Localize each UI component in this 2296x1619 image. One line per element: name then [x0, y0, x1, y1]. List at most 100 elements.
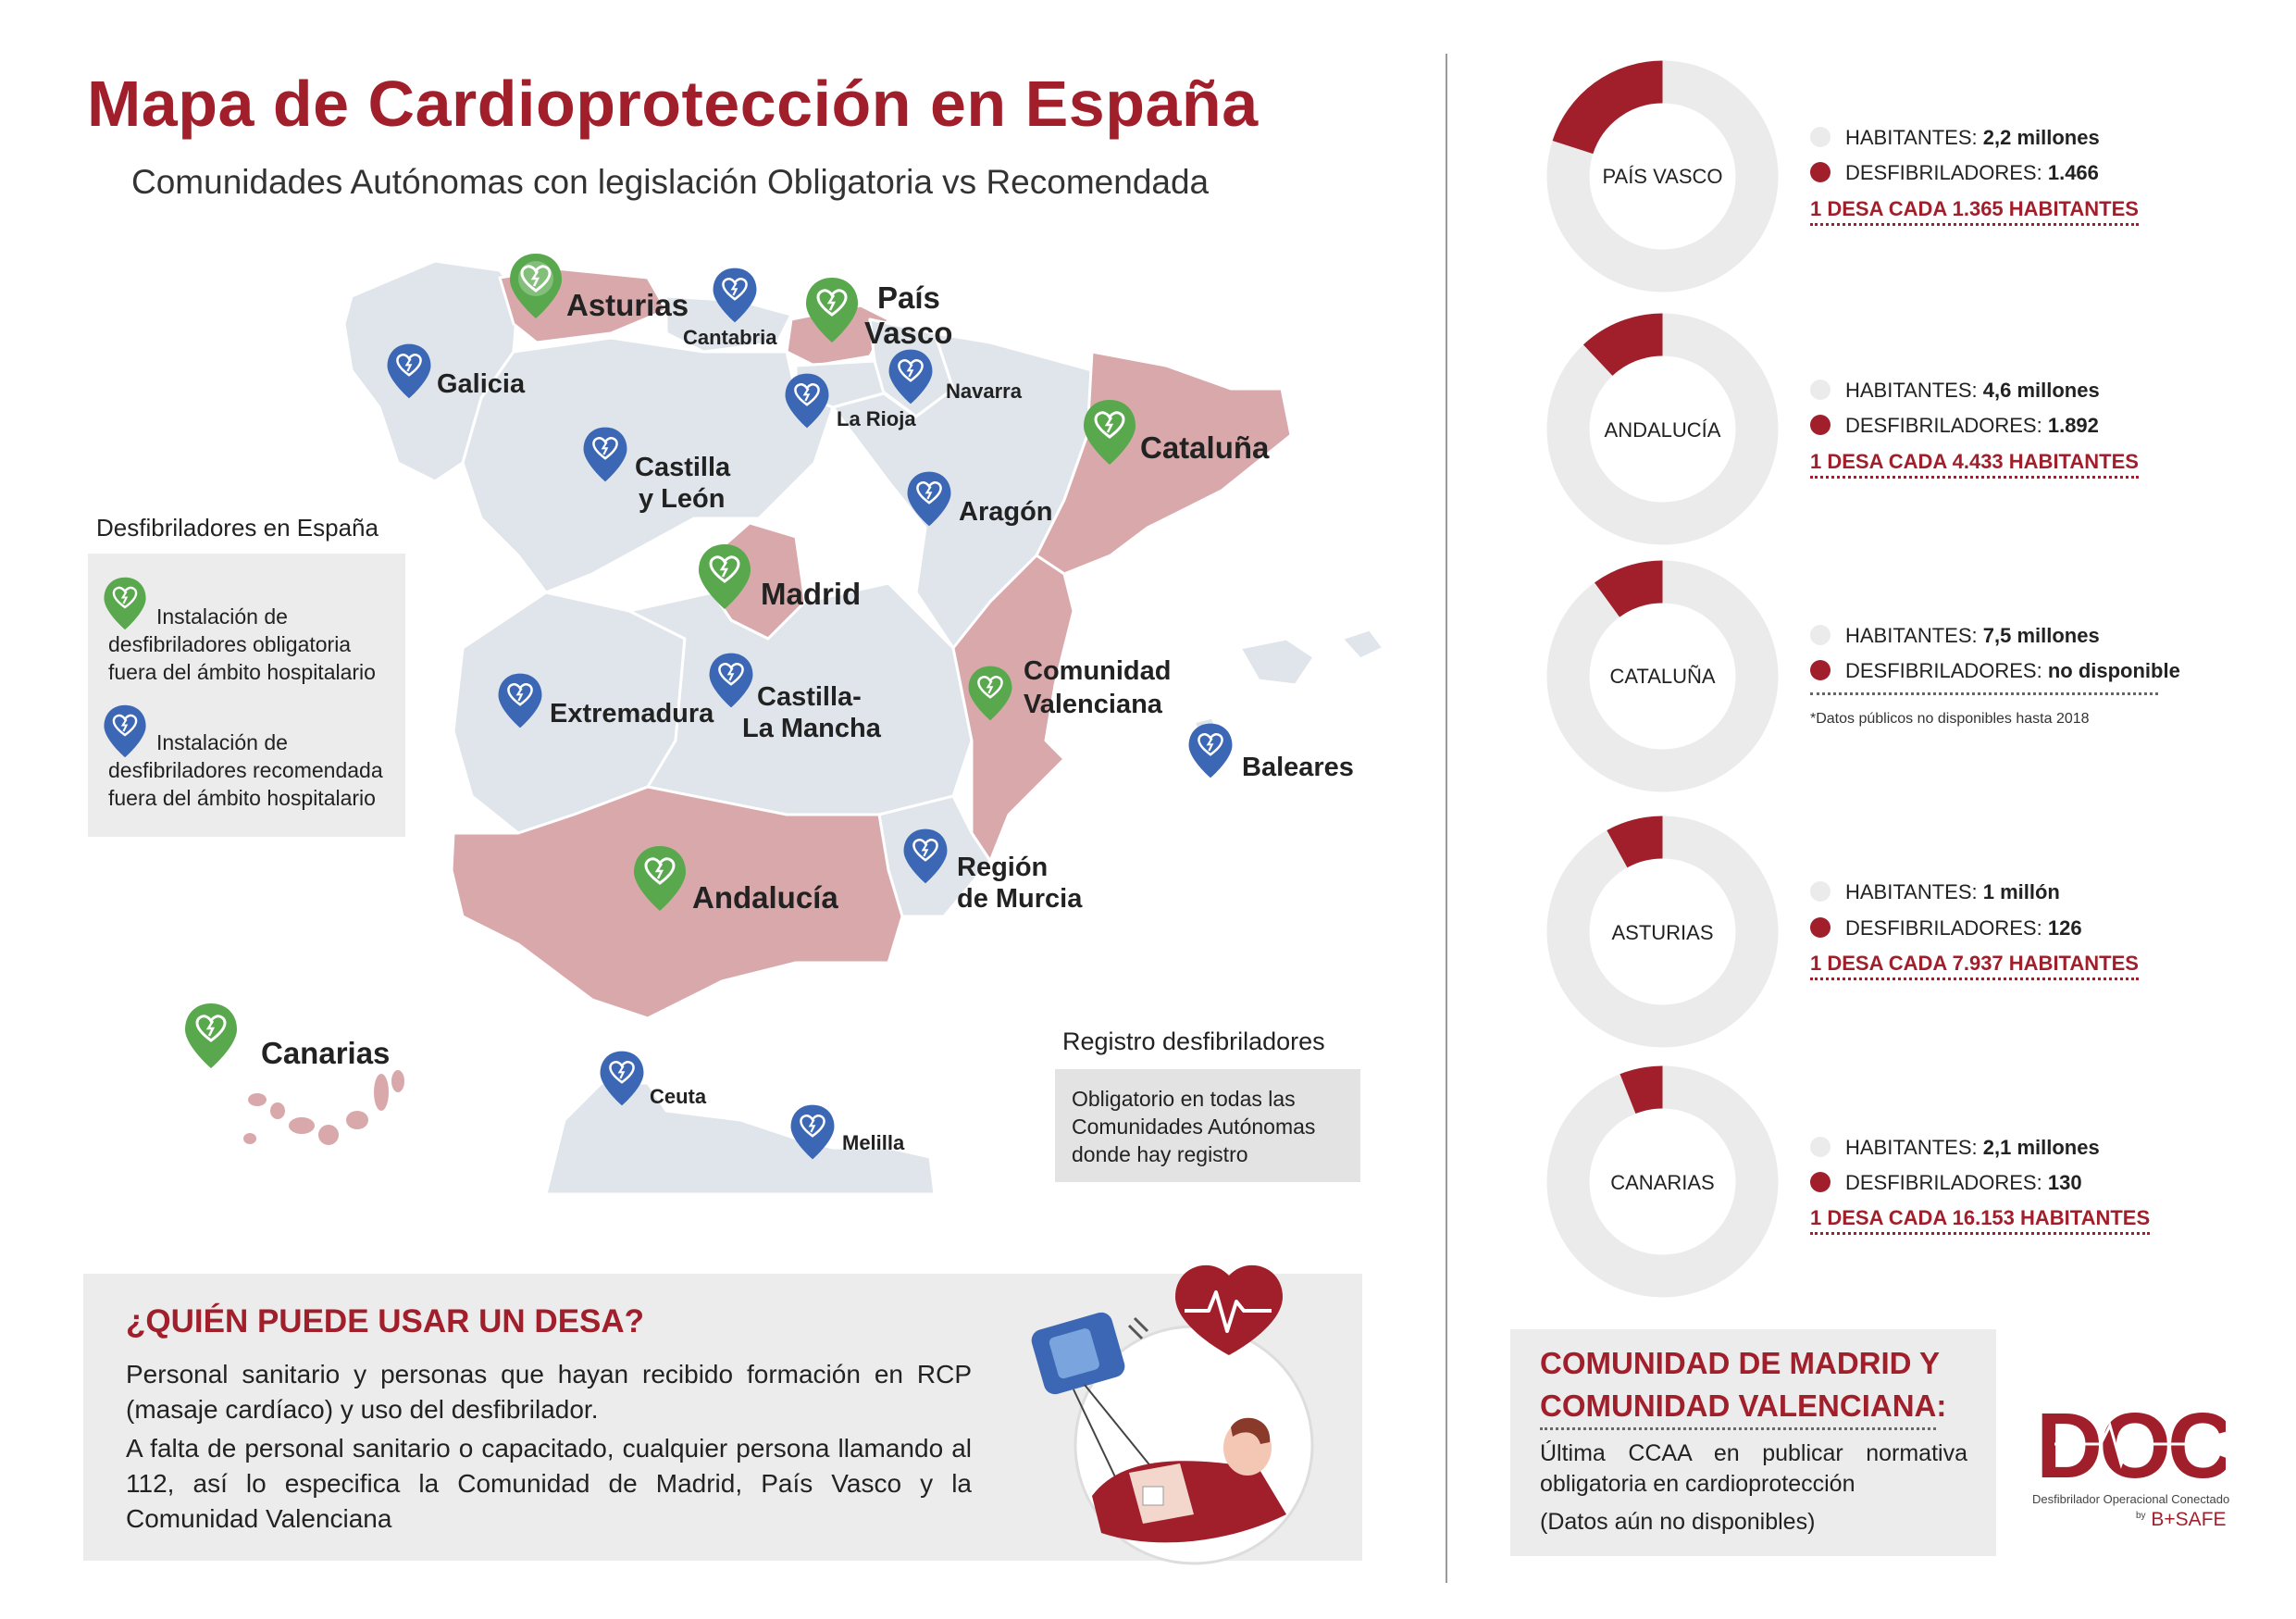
logo-by: by — [2136, 1511, 2146, 1521]
legend-dot-desfibriladores — [1810, 415, 1831, 435]
label-castilla-mancha-2: La Mancha — [742, 714, 881, 743]
green-defibrillator-pin-icon[interactable] — [631, 844, 689, 913]
label-la-rioja: La Rioja — [837, 407, 916, 430]
stat-desfibriladores-value: 1.892 — [2047, 414, 2099, 437]
green-defibrillator-pin-icon[interactable] — [803, 276, 861, 344]
blue-defibrillator-pin-icon[interactable] — [905, 470, 953, 528]
stat-desfibriladores-label: DESFIBRILADORES: — [1845, 659, 2042, 682]
registro-box — [1055, 1069, 1360, 1182]
label-castilla-leon-2: y León — [639, 484, 726, 514]
blue-defibrillator-pin-icon[interactable] — [887, 348, 935, 405]
page-title: Mapa de Cardioprotección en España — [87, 68, 1259, 140]
donut-chart-pais-vasco — [1546, 60, 1779, 293]
region-africa-coast — [544, 1081, 937, 1196]
blue-defibrillator-pin-icon[interactable] — [711, 267, 759, 324]
madrid-valenciana-title-line-2: COMUNIDAD VALENCIANA: — [1540, 1388, 1947, 1423]
stat-ratio: 1 DESA CADA 7.937 HABITANTES — [1810, 952, 2139, 980]
blue-defibrillator-pin-icon[interactable] — [598, 1050, 646, 1107]
label-canarias: Canarias — [261, 1036, 391, 1070]
region-castilla-mancha — [627, 581, 974, 816]
stat-desfibriladores-label: DESFIBRILADORES: — [1845, 161, 2042, 184]
page-subtitle: Comunidades Autónomas con legislación Ob… — [131, 163, 1210, 201]
donut-label-canarias: CANARIAS — [1610, 1171, 1715, 1194]
stat-habitantes: HABITANTES: 7,5 millones — [1845, 624, 2100, 648]
logo-tagline: Desfibrilador Operacional Conectado — [2032, 1492, 2230, 1506]
label-castilla-mancha-1: Castilla- — [757, 682, 862, 712]
stat-desfibriladores-label: DESFIBRILADORES: — [1845, 916, 2042, 940]
green-defibrillator-pin-icon[interactable] — [507, 252, 565, 320]
stat-habitantes-label: HABITANTES: — [1845, 880, 1978, 903]
green-defibrillator-pin-icon[interactable] — [966, 665, 1014, 722]
donut-label-andalucia: ANDALUCÍA — [1604, 418, 1721, 442]
legend-dot-desfibriladores — [1810, 1172, 1831, 1192]
stat-habitantes-value: 4,6 millones — [1982, 379, 2100, 402]
label-aragon: Aragón — [959, 497, 1053, 527]
stat-habitantes: HABITANTES: 4,6 millones — [1845, 379, 2100, 403]
legend-dot-desfibriladores — [1810, 660, 1831, 680]
stat-desfibriladores: DESFIBRILADORES: no disponible — [1845, 659, 2180, 683]
label-murcia-1: Región — [957, 853, 1049, 882]
blue-defibrillator-pin-icon[interactable] — [783, 372, 831, 430]
legend-dot-desfibriladores — [1810, 917, 1831, 938]
label-cantabria: Cantabria — [683, 326, 777, 349]
blue-defibrillator-pin-icon[interactable] — [385, 342, 433, 400]
cpr-defibrillator-illustration — [1031, 1264, 1314, 1565]
logo-brand: by B+SAFE — [2136, 1509, 2227, 1531]
green-defibrillator-pin-icon — [104, 577, 146, 630]
who-paragraph-2: A falta de personal sanitario o capacita… — [126, 1434, 972, 1533]
legend-box: Instalación de desfibriladores obligator… — [88, 554, 405, 837]
legend-dot-desfibriladores — [1810, 162, 1831, 182]
stat-habitantes-value: 7,5 millones — [1982, 624, 2100, 647]
stat-habitantes-value: 2,2 millones — [1982, 126, 2100, 149]
label-ceuta: Ceuta — [650, 1085, 707, 1108]
green-defibrillator-pin-icon[interactable] — [182, 1002, 240, 1070]
legend-title: Desfibriladores en España — [96, 514, 379, 542]
stat-ratio: 1 DESA CADA 4.433 HABITANTES — [1810, 450, 2139, 479]
label-murcia-2: de Murcia — [957, 884, 1083, 914]
label-cataluna: Cataluña — [1140, 430, 1270, 465]
green-defibrillator-pin-icon[interactable] — [1081, 398, 1138, 467]
stat-desfibriladores-label: DESFIBRILADORES: — [1845, 414, 2042, 437]
stat-habitantes-value: 1 millón — [1982, 880, 2060, 903]
donut-label-asturias: ASTURIAS — [1611, 921, 1714, 944]
stat-desfibriladores: DESFIBRILADORES: 1.892 — [1845, 414, 2099, 438]
region-baleares — [1238, 637, 1316, 687]
blue-defibrillator-pin-icon — [104, 704, 146, 758]
donut-label-pais-vasco: PAÍS VASCO — [1602, 165, 1723, 188]
stat-desfibriladores-value: 126 — [2047, 916, 2082, 940]
stat-desfibriladores: DESFIBRILADORES: 1.466 — [1845, 161, 2099, 185]
blue-defibrillator-pin-icon[interactable] — [788, 1103, 837, 1161]
logo-brand-name: B+SAFE — [2151, 1509, 2227, 1530]
donut-chart-andalucia — [1546, 313, 1779, 545]
label-valenciana-2: Valenciana — [1024, 690, 1162, 719]
green-defibrillator-pin-icon[interactable] — [696, 542, 753, 611]
region-canarias — [243, 1070, 404, 1145]
madrid-valenciana-divider — [1540, 1427, 1936, 1430]
stat-desfibriladores: DESFIBRILADORES: 130 — [1845, 1171, 2082, 1195]
legend-dot-habitantes — [1810, 380, 1831, 400]
vertical-divider — [1446, 54, 1447, 1583]
stat-habitantes-label: HABITANTES: — [1845, 126, 1978, 149]
madrid-valenciana-title: COMUNIDAD DE MADRID Y COMUNIDAD VALENCIA… — [1540, 1342, 1946, 1426]
label-pais-vasco-1: País — [877, 280, 940, 315]
madrid-valenciana-title-line-1: COMUNIDAD DE MADRID Y — [1540, 1346, 1941, 1380]
stat-habitantes-value: 2,1 millones — [1982, 1136, 2100, 1159]
blue-defibrillator-pin-icon[interactable] — [707, 652, 755, 709]
blue-defibrillator-pin-icon[interactable] — [496, 672, 544, 729]
blue-defibrillator-pin-icon[interactable] — [901, 828, 949, 885]
madrid-valenciana-text: Última CCAA en publicar normativa obliga… — [1540, 1440, 1967, 1497]
doc-logo: DOC — [2036, 1398, 2226, 1490]
label-galicia: Galicia — [437, 369, 526, 399]
stat-desfibriladores-label: DESFIBRILADORES: — [1845, 1171, 2042, 1194]
blue-defibrillator-pin-icon[interactable] — [581, 426, 629, 483]
legend-dot-habitantes — [1810, 127, 1831, 147]
blue-defibrillator-pin-icon[interactable] — [1186, 722, 1235, 779]
donut-chart-asturias — [1546, 816, 1779, 1048]
legend-dot-habitantes — [1810, 881, 1831, 902]
donut-chart-cataluna — [1546, 560, 1779, 792]
stat-desfibriladores-value: 130 — [2047, 1171, 2082, 1194]
legend-recommended-text: Instalación de desfibriladores recomenda… — [108, 730, 383, 810]
legend-dot-habitantes — [1810, 1137, 1831, 1157]
who-title: ¿QUIÉN PUEDE USAR UN DESA? — [126, 1303, 645, 1339]
label-valenciana-1: Comunidad — [1024, 656, 1172, 686]
